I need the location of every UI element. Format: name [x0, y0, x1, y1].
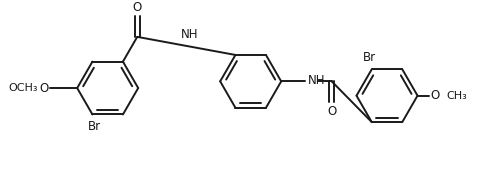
- Text: Br: Br: [363, 52, 377, 65]
- Text: O: O: [431, 89, 440, 102]
- Text: O: O: [327, 105, 336, 118]
- Text: CH₃: CH₃: [446, 91, 467, 101]
- Text: NH: NH: [308, 74, 326, 87]
- Text: NH: NH: [181, 28, 198, 41]
- Text: O: O: [133, 1, 142, 14]
- Text: Br: Br: [88, 120, 101, 133]
- Text: OCH₃: OCH₃: [9, 83, 38, 93]
- Text: O: O: [39, 82, 49, 95]
